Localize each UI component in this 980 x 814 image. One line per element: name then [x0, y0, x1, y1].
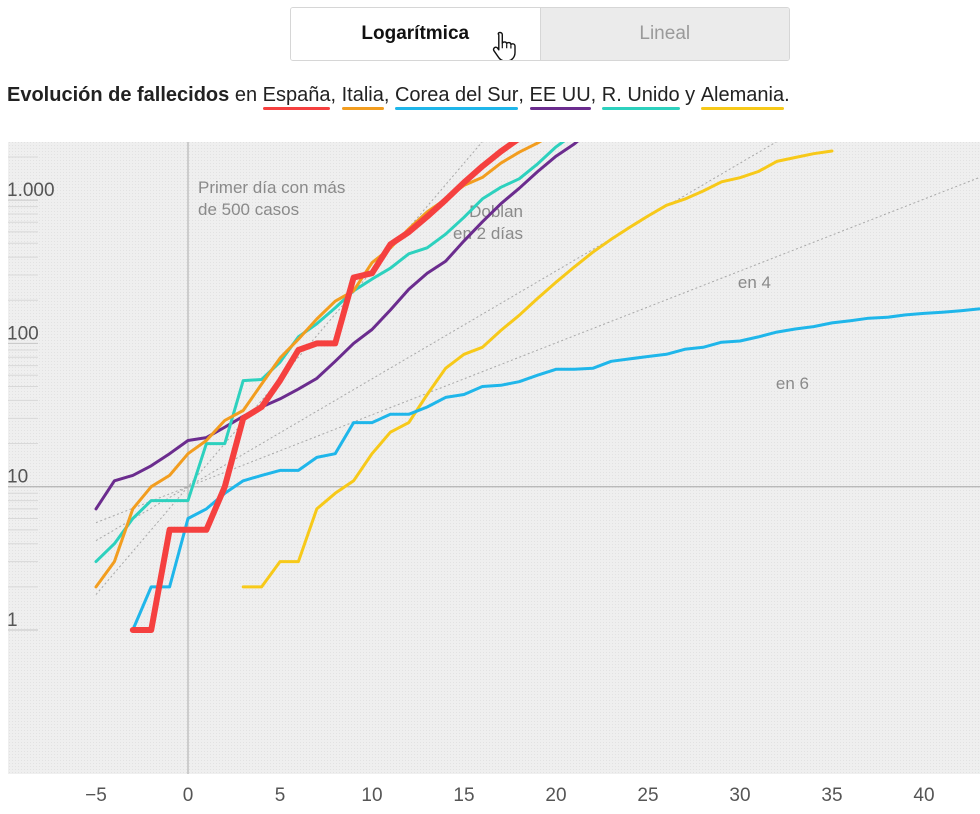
hand-pointer-icon — [492, 31, 516, 60]
country-name: España — [262, 84, 331, 110]
country-underline — [529, 107, 591, 110]
x-tick-label: 10 — [361, 785, 382, 806]
chart-annotation: en 4 — [738, 273, 771, 292]
x-tick-label: −5 — [85, 785, 107, 806]
country-underline — [700, 107, 785, 110]
country-separator: , — [590, 84, 602, 106]
y-tick-label: 10 — [7, 467, 28, 488]
x-tick-label: 20 — [545, 785, 566, 806]
country-separator: , — [518, 84, 530, 106]
series-line-0 — [241, 149, 834, 589]
x-tick-label: 30 — [729, 785, 750, 806]
log-scale-label: Logarítmica — [361, 23, 470, 44]
headline-bold: Evolución de fallecidos — [7, 84, 230, 106]
series-lines — [94, 142, 980, 633]
x-tick-label: 5 — [275, 785, 286, 806]
country-separator: , — [383, 84, 395, 106]
country-underline — [262, 107, 331, 110]
y-tick-label: 1 — [7, 610, 18, 631]
linear-scale-button[interactable]: Lineal — [539, 8, 789, 60]
country-underline — [394, 107, 519, 110]
country-separator: , — [330, 84, 342, 106]
series-line-3 — [94, 142, 566, 564]
chart-annotation: Doblan — [469, 202, 523, 221]
country-name: Corea del Sur — [394, 84, 519, 110]
x-tick-label: 0 — [183, 785, 194, 806]
log-scale-button[interactable]: Logarítmica — [291, 8, 540, 60]
x-tick-label: 25 — [637, 785, 658, 806]
country-list: España, Italia, Corea del Sur, EE UU, R.… — [262, 84, 790, 110]
y-tick-label: 100 — [7, 323, 39, 344]
series-line-5 — [129, 142, 520, 633]
headline-prefix: en — [229, 84, 263, 106]
country-name: EE UU — [529, 84, 591, 110]
country-separator: . — [784, 84, 790, 106]
chart-annotation: Primer día con más — [198, 178, 345, 197]
linear-scale-label: Lineal — [639, 23, 691, 44]
chart-headline: Evolución de fallecidos en España, Itali… — [7, 84, 790, 110]
x-tick-label: 15 — [453, 785, 474, 806]
country-name: Italia — [341, 84, 384, 110]
x-tick-label: 40 — [913, 785, 934, 806]
y-tick-label: 1.000 — [7, 180, 55, 201]
country-separator: y — [679, 84, 701, 106]
country-name: Alemania — [700, 84, 785, 110]
country-name: R. Unido — [601, 84, 680, 110]
series-line-1 — [131, 307, 980, 632]
chart-annotation: en 2 días — [453, 224, 523, 243]
chart-annotation: de 500 casos — [198, 200, 299, 219]
country-underline — [601, 107, 680, 110]
scale-toggle: Logarítmica Lineal — [290, 7, 790, 61]
series-line-4 — [94, 142, 543, 589]
plot-background — [8, 142, 980, 774]
chart-annotation: en 6 — [776, 374, 809, 393]
country-underline — [341, 107, 384, 110]
x-tick-label: 35 — [821, 785, 842, 806]
